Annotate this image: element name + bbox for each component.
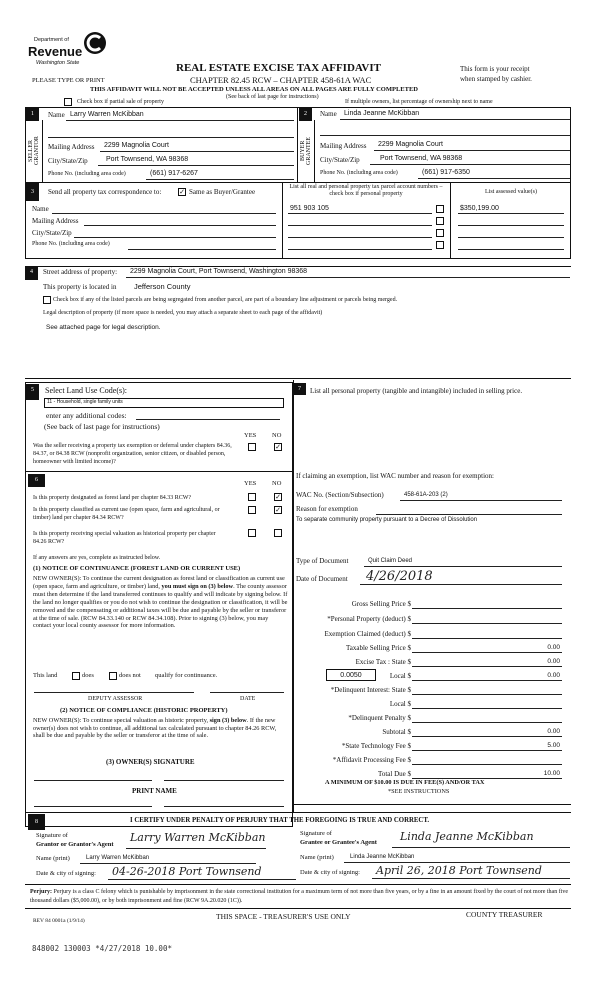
document-type-field[interactable]: Quit Claim Deed (368, 558, 413, 564)
historic-no-checkbox[interactable] (274, 529, 282, 537)
fee-label: *Affidavit Processing Fee $ (332, 756, 411, 764)
fee-label: Total Due $ (378, 770, 411, 778)
personal-property-checkbox[interactable] (436, 229, 444, 237)
current-use-no-checkbox[interactable]: ✓ (274, 506, 282, 514)
exempt-yes-checkbox[interactable] (248, 443, 256, 451)
seller-mail-field[interactable]: 2299 Magnolia Court (104, 142, 169, 149)
grantee-print-name[interactable]: Linda Jeanne McKibban (350, 854, 415, 860)
local-rate-field[interactable]: 0.0050 (326, 669, 376, 681)
dor-logo-icon (84, 32, 106, 54)
fee-label: Taxable Selling Price $ (345, 644, 411, 652)
county-field[interactable]: Jefferson County (134, 282, 191, 291)
historic-yes-checkbox[interactable] (248, 529, 256, 537)
fee-label: *Delinquent Penalty $ (348, 714, 411, 722)
does-qualify-checkbox[interactable] (72, 672, 80, 680)
personal-property-checkbox[interactable] (436, 205, 444, 213)
buyer-name-field[interactable]: Linda Jeanne McKibban (344, 110, 420, 117)
fee-label: Exemption Claimed (deduct) $ (324, 630, 411, 638)
personal-property-checkbox[interactable] (436, 217, 444, 225)
personal-property-checkbox[interactable] (436, 241, 444, 249)
does-not-qualify-checkbox[interactable] (109, 672, 117, 680)
buyer-city-field[interactable]: Port Townsend, WA 98368 (380, 155, 463, 162)
fee-value-field[interactable]: 0.00 (547, 672, 560, 679)
seller-phone-field[interactable]: (661) 917-6267 (150, 170, 198, 177)
partial-sale-checkbox[interactable] (64, 98, 72, 106)
grantor-print-name[interactable]: Larry Warren McKibban (86, 855, 150, 861)
same-as-buyer-checkbox[interactable]: ✓ (178, 188, 186, 196)
fee-label: Local $ (389, 700, 411, 708)
parties-box (25, 107, 571, 259)
fee-label: Excise Tax : State $ (355, 658, 411, 666)
fee-label: Gross Selling Price $ (351, 600, 411, 608)
fee-label: Subtotal $ (382, 728, 411, 736)
fee-value-field[interactable]: 10.00 (543, 770, 560, 777)
document-date-field[interactable]: 4/26/2018 (366, 569, 433, 584)
fee-label: *Delinquent Interest: State $ (330, 686, 411, 694)
buyer-mail-field[interactable]: 2299 Magnolia Court (378, 141, 443, 148)
segregated-checkbox[interactable] (43, 296, 51, 304)
fee-label: *Personal Property (deduct) $ (327, 615, 411, 623)
perjury-notice: Perjury: Perjury is a class C felony whi… (30, 889, 569, 904)
fee-value-field[interactable]: 0.00 (547, 658, 560, 665)
fee-label: Local $ (389, 672, 411, 680)
street-address-field[interactable]: 2299 Magnolia Court, Port Townsend, Wash… (130, 268, 308, 275)
wac-field[interactable]: 458-61A-203 (2) (404, 492, 448, 498)
grantor-date-city[interactable]: 04-26-2018 Port Townsend (112, 865, 262, 878)
legal-description-field[interactable]: See attached page for legal description. (46, 324, 161, 331)
seller-name-field[interactable]: Larry Warren McKibban (70, 111, 144, 118)
assessed-value-field[interactable]: $350,199.00 (460, 205, 499, 212)
parcel-number-field[interactable]: 951 903 105 (290, 205, 329, 212)
form-title: REAL ESTATE EXCISE TAX AFFIDAVIT (176, 62, 381, 74)
fee-value-field[interactable]: 5.00 (547, 742, 560, 749)
seller-city-field[interactable]: Port Townsend, WA 98368 (106, 156, 189, 163)
current-use-yes-checkbox[interactable] (248, 506, 256, 514)
reason-field[interactable]: To separate community property pursuant … (296, 517, 478, 523)
fee-value-field[interactable]: 0.00 (547, 728, 560, 735)
exempt-no-checkbox[interactable]: ✓ (274, 443, 282, 451)
fee-label: *State Technology Fee $ (341, 742, 411, 750)
cashier-stamp: 848002 130003 *4/27/2018 10.00* (32, 944, 172, 953)
fee-value-field[interactable]: 0.00 (547, 644, 560, 651)
buyer-phone-field[interactable]: (661) 917-6350 (422, 169, 470, 176)
grantee-date-city[interactable]: April 26, 2018 Port Townsend (376, 864, 542, 877)
forest-yes-checkbox[interactable] (248, 493, 256, 501)
grantor-signature[interactable]: Larry Warren McKibban (130, 831, 266, 844)
forest-no-checkbox[interactable]: ✓ (274, 493, 282, 501)
land-use-code-select[interactable]: 11 - Household, single family units (44, 398, 284, 408)
grantee-signature[interactable]: Linda Jeanne McKibban (400, 830, 534, 843)
